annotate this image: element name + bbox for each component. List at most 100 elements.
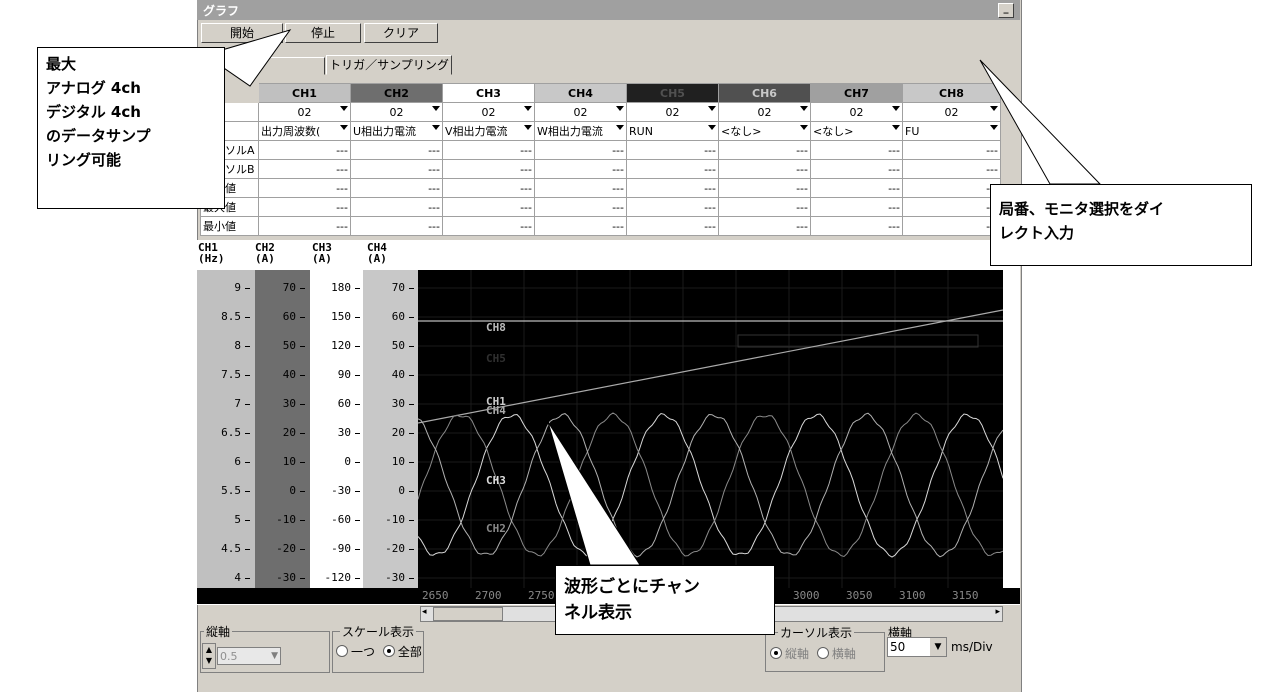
ch3-plot-label: CH3 (486, 474, 506, 487)
value-cell: --- (810, 216, 903, 236)
tick-label: 20 (282, 426, 296, 439)
axis-header-ch: CH4 (367, 241, 387, 254)
tick-label: 30 (337, 426, 351, 439)
tick-mark (355, 462, 360, 463)
tick-mark (245, 433, 250, 434)
scroll-left-icon[interactable]: ◂ (422, 607, 427, 617)
callout-pointer-right (979, 59, 1102, 185)
scale-one-radio[interactable] (336, 645, 348, 657)
tick-mark (245, 462, 250, 463)
clear-button[interactable]: クリア (364, 23, 438, 43)
minimize-button[interactable]: _ (998, 3, 1014, 18)
tick-mark (409, 520, 414, 521)
annotation-line: レクト入力 (999, 224, 1075, 242)
callout-pointer-left (203, 29, 292, 87)
tick-mark (355, 433, 360, 434)
annotation-left: 最大 アナログ 4ch デジタル 4ch のデータサンプ リング可能 (37, 47, 225, 209)
dropdown-arrow-icon (524, 106, 532, 111)
ch2-header[interactable]: CH2 (350, 83, 443, 103)
tick-label: 50 (391, 339, 405, 352)
ch7-header[interactable]: CH7 (810, 83, 903, 103)
value-cell: --- (258, 216, 351, 236)
ch1-header[interactable]: CH1 (258, 83, 351, 103)
tick-label: 30 (391, 397, 405, 410)
dropdown-arrow-icon: ▼ (930, 638, 946, 656)
spin-down-icon[interactable]: ▼ (205, 656, 213, 665)
annotation-center: 波形ごとにチャン ネル表示 (555, 565, 775, 635)
tab-trigger-sampling[interactable]: トリガ／サンプリング (326, 55, 452, 75)
horizontal-axis-select[interactable]: 50 ▼ (887, 637, 947, 657)
name-select[interactable]: FU (902, 121, 1001, 141)
dropdown-arrow-icon: ▼ (271, 651, 278, 661)
ch1-axis (197, 270, 255, 588)
dropdown-arrow-icon (800, 106, 808, 111)
vertical-axis-select[interactable]: 0.5 ▼ (217, 647, 281, 665)
tick-label: 5 (234, 513, 241, 526)
name-select[interactable]: RUN (626, 121, 719, 141)
dropdown-arrow-icon (340, 125, 348, 130)
ch3-header[interactable]: CH3 (442, 83, 535, 103)
window-title: グラフ (203, 4, 240, 18)
name-value: W相出力電流 (537, 125, 603, 138)
dropdown-arrow-icon (892, 106, 900, 111)
dropdown-arrow-icon (990, 125, 998, 130)
tick-label: -30 (276, 571, 296, 584)
vertical-axis-spinner[interactable]: ▲ ▼ (202, 643, 216, 669)
grid-header-row: CH1 CH2 CH3 CH4 CH5 CH6 CH7 CH8 (200, 83, 1001, 103)
stop-button[interactable]: 停止 (285, 23, 361, 43)
axis-header-ch: CH3 (312, 241, 332, 254)
tick-mark (409, 578, 414, 579)
x-tick-label: 3150 (952, 589, 979, 602)
cursor-vertical-radio[interactable] (770, 647, 782, 659)
ch5-header[interactable]: CH5 (626, 83, 719, 103)
scale-display-legend: スケール表示 (340, 623, 417, 640)
station-value: 02 (849, 105, 864, 119)
max-row: 最大値------------------------ (200, 197, 1001, 217)
vertical-axis-value: 0.5 (220, 650, 238, 663)
callout-pointer-center (547, 421, 641, 566)
value-cell: --- (350, 216, 443, 236)
name-select[interactable]: W相出力電流 (534, 121, 627, 141)
spin-up-icon[interactable]: ▲ (205, 645, 213, 654)
ch4-waveform (417, 412, 1004, 558)
tick-mark (300, 549, 305, 550)
waveform-plot[interactable]: CH8 CH5 CH1 CH4 CH3 CH2 (417, 270, 1004, 588)
annotation-line: 最大 (46, 55, 77, 73)
scale-all-radio[interactable] (382, 645, 395, 657)
ch6-header[interactable]: CH6 (718, 83, 811, 103)
annotation-line: ネル表示 (564, 603, 632, 623)
scroll-right-icon[interactable]: ▸ (995, 607, 1000, 617)
tick-label: 7.5 (221, 368, 241, 381)
ch8-header[interactable]: CH8 (902, 83, 1001, 103)
tick-mark (245, 288, 250, 289)
x-tick-label: 2700 (475, 589, 502, 602)
tick-label: 20 (391, 426, 405, 439)
tick-label: 7 (234, 397, 241, 410)
scroll-thumb[interactable] (433, 607, 503, 621)
name-select[interactable]: <なし> (718, 121, 811, 141)
tick-mark (409, 375, 414, 376)
axis-header-ch: CH1 (198, 241, 218, 254)
name-select[interactable]: <なし> (810, 121, 903, 141)
cursor-vertical-label: 縦軸 (785, 647, 810, 661)
tick-label: -90 (331, 542, 351, 555)
tick-label: -30 (331, 484, 351, 497)
name-value: U相出力電流 (353, 125, 417, 138)
dropdown-arrow-icon (524, 125, 532, 130)
x-tick-label: 3100 (899, 589, 926, 602)
ch5-plot-label: CH5 (486, 352, 506, 365)
tick-mark (300, 433, 305, 434)
ch4-axis-header: CH4 (A) (367, 242, 387, 264)
cursor-horizontal-label: 横軸 (831, 647, 856, 661)
station-value: 02 (297, 105, 312, 119)
cursor-horizontal-radio[interactable] (816, 647, 829, 659)
name-select[interactable]: V相出力電流 (442, 121, 535, 141)
ch8-plot-label: CH8 (486, 321, 506, 334)
tick-mark (409, 317, 414, 318)
tick-label: 180 (331, 281, 351, 294)
tick-mark (409, 346, 414, 347)
annotation-line: アナログ 4ch (46, 79, 141, 97)
tick-label: -10 (276, 513, 296, 526)
station-value: 02 (573, 105, 588, 119)
station-value: 02 (665, 105, 680, 119)
